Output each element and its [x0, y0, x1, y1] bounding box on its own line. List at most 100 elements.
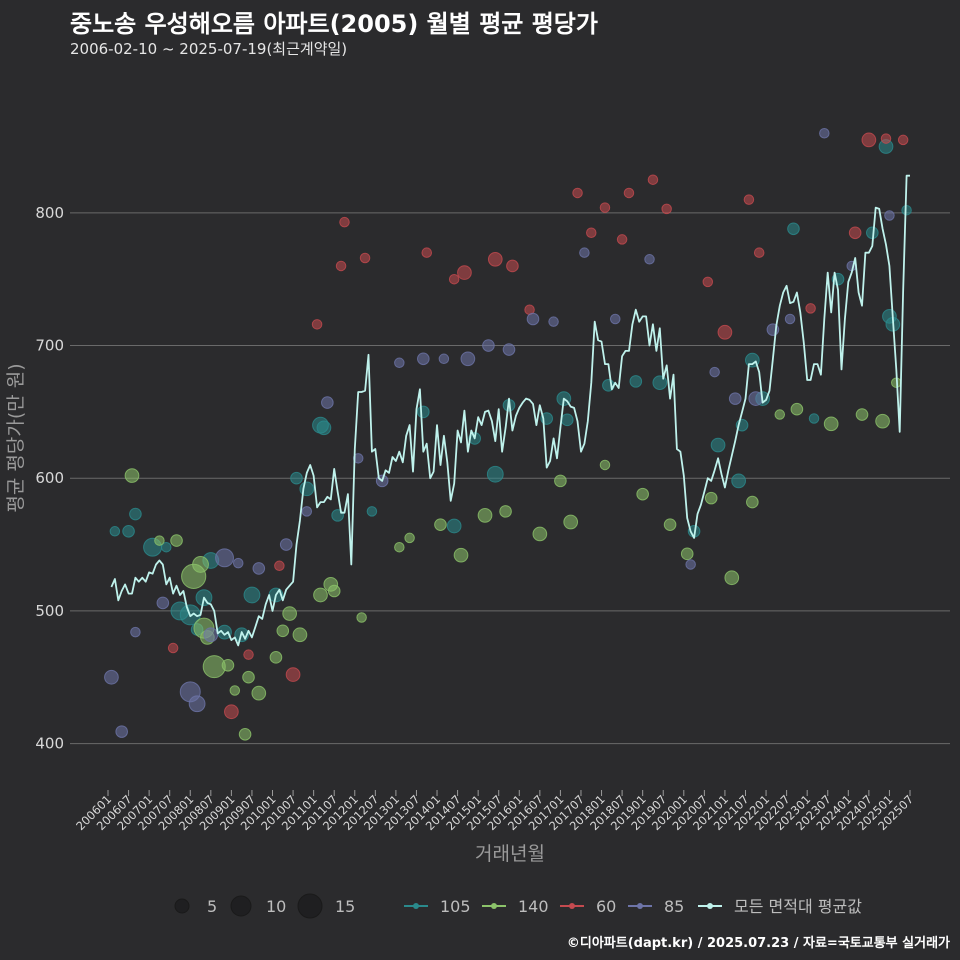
point-140: [875, 413, 890, 429]
point-60: [359, 252, 371, 264]
x-axis-label: 거래년월: [475, 843, 545, 865]
point-85: [460, 351, 476, 367]
x-axis-ticks: 2006012006072007012007072008012008072009…: [73, 790, 916, 833]
point-60: [335, 260, 347, 272]
point-140: [477, 508, 493, 523]
point-105: [446, 518, 462, 534]
point-140: [680, 547, 694, 561]
point-140: [327, 584, 341, 598]
grid-lines: [70, 212, 950, 745]
point-60: [743, 194, 755, 205]
point-60: [880, 133, 892, 144]
point-85: [685, 559, 696, 570]
point-140: [154, 535, 165, 546]
legend-label: 105: [440, 897, 471, 916]
point-140: [221, 658, 235, 672]
point-60: [421, 247, 432, 258]
point-60: [224, 704, 239, 720]
point-60: [311, 319, 323, 330]
point-85: [579, 247, 590, 258]
point-60: [572, 187, 583, 199]
point-140: [170, 534, 183, 547]
point-140: [251, 685, 267, 701]
point-85: [548, 316, 559, 327]
point-60: [616, 234, 628, 245]
point-85: [232, 557, 244, 569]
point-105: [486, 465, 504, 483]
point-60: [848, 226, 862, 240]
point-105: [710, 437, 726, 453]
point-85: [748, 391, 764, 406]
point-85: [352, 453, 364, 464]
legend-label: 85: [664, 897, 684, 916]
point-105: [316, 420, 332, 436]
y-tick-label: 400: [35, 735, 64, 753]
point-60: [586, 227, 597, 239]
point-105: [122, 524, 135, 538]
legend: 5 10 15 105 140 60 85 모든 면적대 평균값: [174, 893, 862, 919]
point-85: [188, 695, 206, 713]
legend-key-dot: [637, 903, 643, 909]
point-85: [252, 562, 266, 575]
y-tick-label: 500: [35, 602, 64, 620]
point-140: [292, 627, 308, 643]
point-85: [104, 669, 119, 685]
legend-key-dot: [569, 903, 575, 909]
point-140: [554, 474, 567, 488]
legend-key-dot: [413, 903, 419, 909]
point-85: [215, 548, 234, 568]
scatter-points: [104, 128, 912, 741]
size-legend-label: 10: [266, 897, 286, 916]
size-legend-label: 15: [335, 897, 355, 916]
point-85: [526, 312, 540, 326]
point-60: [623, 187, 635, 199]
point-105: [290, 471, 303, 485]
chart-subtitle: 2006-02-10 ~ 2025-07-19(최근계약일): [70, 40, 348, 58]
point-105: [560, 413, 574, 427]
point-140: [404, 532, 415, 544]
point-140: [746, 495, 759, 509]
point-60: [487, 251, 503, 267]
size-legend-circle: [174, 898, 190, 914]
point-105: [243, 586, 261, 604]
point-105: [366, 506, 378, 517]
point-105: [901, 204, 912, 216]
point-85: [321, 396, 334, 409]
point-60: [448, 273, 460, 285]
average-line: [110, 174, 910, 647]
legend-key-dot: [491, 903, 497, 909]
point-85: [482, 339, 495, 352]
y-axis-ticks: 400 500 600 700 800: [35, 204, 64, 753]
point-85: [784, 313, 796, 325]
point-140: [563, 514, 579, 530]
point-140: [229, 685, 241, 696]
point-140: [453, 547, 469, 563]
point-105: [731, 473, 746, 489]
point-140: [704, 491, 718, 505]
point-105: [629, 375, 643, 388]
point-85: [819, 128, 830, 139]
size-legend-circle: [230, 895, 252, 917]
point-140: [663, 518, 677, 531]
chart-title: 중노송 우성해오름 아파트(2005) 월별 평균 평당가: [70, 10, 598, 38]
y-axis-label: 평균 평당가(만 원): [5, 363, 27, 512]
point-140: [636, 487, 649, 501]
point-85: [884, 210, 895, 221]
point-85: [438, 353, 450, 365]
point-60: [599, 202, 611, 213]
point-140: [276, 624, 290, 638]
point-140: [192, 556, 209, 573]
point-85: [130, 626, 141, 638]
point-60: [805, 303, 816, 314]
point-140: [774, 409, 786, 420]
point-60: [285, 667, 301, 682]
point-85: [394, 357, 405, 369]
point-140: [434, 518, 447, 531]
point-140: [242, 670, 255, 684]
point-140: [855, 408, 869, 421]
y-tick-label: 700: [35, 337, 64, 355]
legend-label: 140: [518, 897, 549, 916]
point-85: [115, 725, 129, 738]
point-140: [238, 727, 252, 741]
